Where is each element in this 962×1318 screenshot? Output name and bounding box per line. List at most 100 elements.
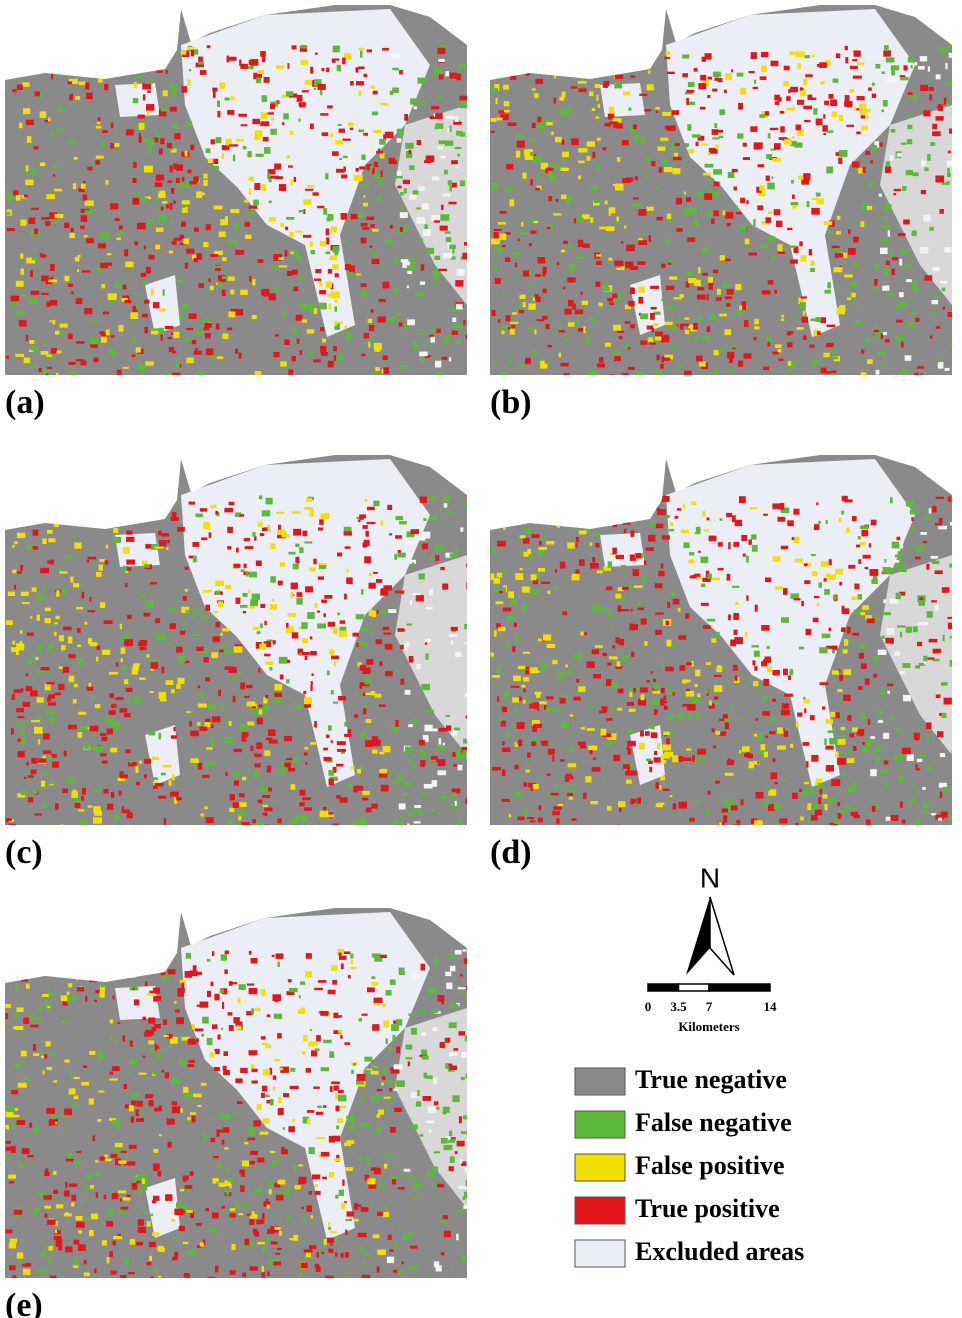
map-patch	[696, 142, 699, 146]
map-patch	[185, 263, 188, 269]
map-patch	[290, 232, 294, 237]
map-patch	[636, 372, 644, 376]
map-patch	[127, 615, 132, 619]
map-patch	[808, 817, 811, 823]
map-patch	[327, 105, 333, 108]
map-patch	[331, 226, 337, 232]
map-patch	[339, 953, 342, 956]
map-patch	[707, 326, 710, 332]
map-patch	[201, 1034, 204, 1037]
map-patch	[885, 638, 894, 644]
map-patch	[727, 574, 731, 581]
map-patch	[265, 825, 268, 830]
map-patch	[587, 706, 593, 709]
map-patch	[422, 357, 425, 362]
map-patch	[66, 1159, 75, 1162]
map-patch	[173, 332, 179, 338]
map-patch	[431, 1010, 438, 1013]
map-patch	[663, 358, 670, 361]
map-patch	[68, 637, 73, 644]
map-patch	[148, 1040, 154, 1044]
map-patch	[335, 140, 343, 144]
map-patch	[251, 1065, 255, 1069]
map-patch	[854, 51, 861, 57]
map-patch	[850, 89, 855, 93]
map-patch	[883, 226, 892, 228]
map-patch	[50, 320, 52, 322]
map-patch	[333, 46, 340, 53]
map-patch	[897, 625, 906, 627]
map-patch	[258, 522, 263, 527]
map-patch	[509, 200, 514, 207]
map-patch	[335, 1195, 338, 1199]
map-patch	[246, 685, 252, 688]
map-patch	[111, 704, 117, 708]
map-patch	[231, 309, 237, 312]
map-patch	[253, 627, 260, 630]
map-patch	[300, 275, 304, 280]
map-patch	[139, 123, 144, 128]
map-patch	[767, 646, 770, 649]
map-patch	[151, 328, 159, 330]
map-patch	[712, 137, 719, 139]
map-patch	[153, 988, 160, 994]
map-patch	[842, 772, 844, 776]
map-patch	[230, 794, 235, 800]
map-patch	[240, 683, 245, 690]
map-patch	[592, 604, 600, 611]
map-patch	[78, 519, 82, 522]
map-patch	[240, 1068, 248, 1073]
map-patch	[322, 339, 326, 343]
map-patch	[607, 298, 613, 302]
map-patch	[8, 592, 15, 596]
map-patch	[771, 255, 774, 259]
map-patch	[322, 132, 329, 136]
map-patch	[170, 623, 177, 629]
map-patch	[671, 646, 678, 648]
map-patch	[221, 706, 224, 712]
map-patch	[122, 806, 124, 813]
map-patch	[8, 196, 13, 202]
map-patch	[657, 217, 663, 221]
map-patch	[292, 270, 298, 275]
map-patch	[420, 750, 426, 755]
map-patch	[777, 727, 783, 733]
map-patch	[521, 685, 525, 688]
map-patch	[525, 358, 531, 365]
map-patch	[129, 1161, 136, 1165]
map-patch	[935, 570, 943, 574]
map-patch	[342, 1180, 344, 1186]
map-patch	[689, 818, 695, 822]
map-patch	[525, 156, 534, 160]
map-patch	[665, 667, 674, 672]
map-patch	[449, 1052, 457, 1056]
map-patch	[819, 647, 828, 653]
map-patch	[463, 739, 469, 744]
map-patch	[539, 805, 542, 810]
map-patch	[896, 304, 902, 309]
map-patch	[102, 284, 106, 288]
map-patch	[321, 1152, 330, 1157]
map-patch	[409, 656, 414, 663]
map-patch	[656, 355, 659, 361]
map-patch	[241, 569, 245, 572]
map-patch	[453, 122, 462, 125]
map-patch	[218, 1035, 221, 1040]
map-patch	[575, 309, 584, 314]
map-patch	[129, 1060, 137, 1066]
map-patch	[222, 153, 224, 160]
map-patch	[843, 669, 851, 675]
map-patch	[24, 358, 30, 364]
map-patch	[503, 587, 506, 593]
map-patch	[201, 616, 207, 620]
map-patch	[832, 649, 835, 653]
map-patch	[112, 48, 117, 52]
map-patch	[393, 54, 400, 58]
map-patch	[40, 163, 45, 166]
map-patch	[344, 1142, 351, 1146]
map-patch	[95, 503, 98, 507]
map-patch	[860, 526, 868, 530]
map-patch	[252, 1081, 258, 1084]
map-patch	[189, 502, 196, 505]
map-patch	[277, 1248, 282, 1250]
